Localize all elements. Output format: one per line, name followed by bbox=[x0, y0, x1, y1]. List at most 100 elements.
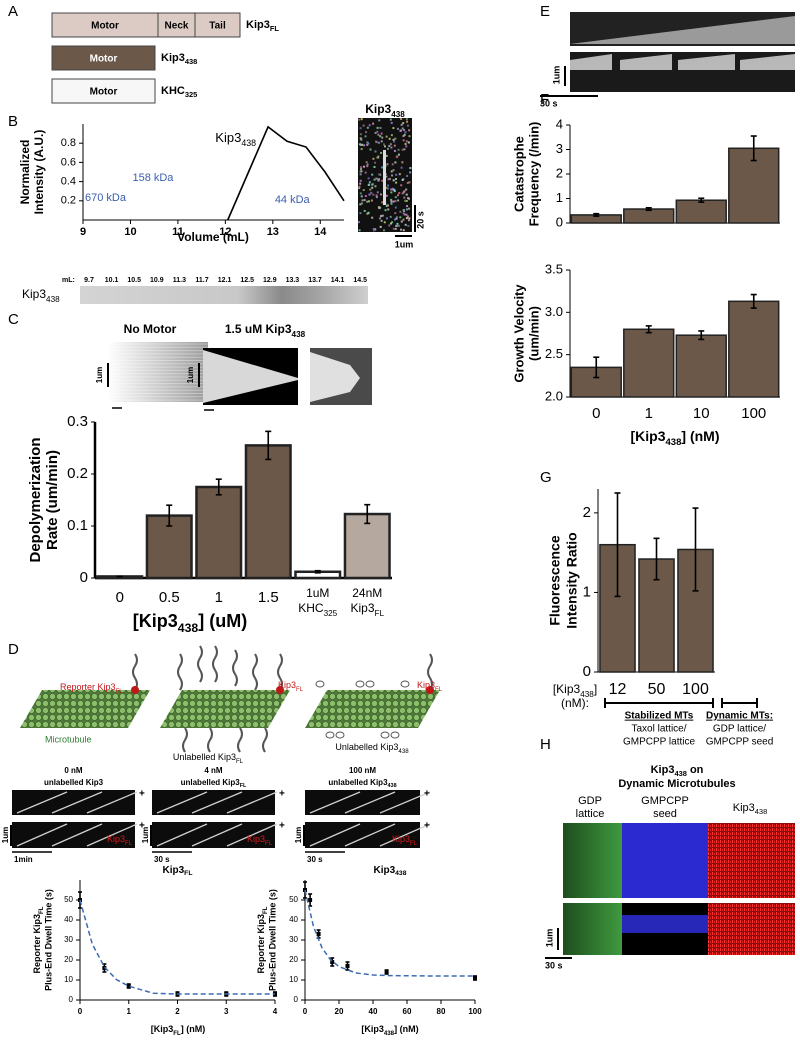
kymograph-noise bbox=[397, 153, 400, 156]
kymograph-noise bbox=[400, 166, 403, 169]
label-part: FL bbox=[116, 688, 124, 695]
y-axis-label: (um/min) bbox=[526, 306, 541, 361]
kymograph-noise bbox=[396, 224, 399, 227]
kymograph-noise bbox=[376, 126, 379, 129]
kymograph-track bbox=[16, 791, 68, 814]
kymograph-noise bbox=[406, 174, 409, 177]
kymograph-noise bbox=[409, 167, 412, 170]
kymograph-noise bbox=[370, 191, 373, 194]
kymograph-noise bbox=[358, 187, 361, 190]
kymograph-noise bbox=[358, 229, 361, 232]
kymograph-noise bbox=[405, 217, 408, 220]
kymograph-noise bbox=[359, 133, 362, 136]
label-part: FL bbox=[240, 783, 247, 789]
x-tick-label: 12 bbox=[609, 681, 627, 698]
label-part: Kip3 bbox=[417, 680, 435, 690]
label: GMPCPP lattice bbox=[623, 737, 695, 748]
x-tick-label: 1 bbox=[127, 1007, 132, 1016]
label: unlabelled Kip3 bbox=[44, 778, 104, 787]
label: GMPCPP bbox=[641, 795, 689, 807]
kymograph-noise bbox=[376, 130, 379, 133]
label-part: 438 bbox=[391, 110, 405, 119]
x-tick-label: 11 bbox=[172, 226, 184, 238]
label-part: FL bbox=[435, 686, 443, 693]
kymograph-noise bbox=[359, 179, 362, 182]
chart-title: Kip3438 bbox=[373, 865, 406, 878]
kymograph bbox=[152, 790, 275, 815]
y-tick-label: 2 bbox=[583, 504, 591, 521]
series-line bbox=[227, 125, 345, 221]
kymograph-noise bbox=[364, 135, 367, 138]
motor bbox=[237, 727, 243, 753]
y-tick-label: 3.0 bbox=[545, 304, 563, 319]
kymograph-noise bbox=[382, 229, 385, 232]
kymograph-track bbox=[51, 823, 103, 847]
kymograph-noise bbox=[392, 138, 395, 141]
kymograph-noise bbox=[359, 212, 362, 215]
kymograph-noise bbox=[361, 143, 364, 146]
label: + bbox=[424, 821, 430, 832]
kymograph-signal bbox=[620, 54, 672, 70]
kymograph-noise bbox=[390, 121, 393, 124]
point bbox=[308, 898, 313, 902]
kymograph-noise bbox=[408, 207, 411, 210]
y-tick-label: 0 bbox=[294, 995, 299, 1004]
kymograph-signal bbox=[310, 352, 360, 402]
x-tick-label: 0.5 bbox=[159, 589, 180, 606]
y-tick-label: 0.1 bbox=[67, 517, 88, 534]
label: 1um bbox=[395, 239, 414, 249]
y-axis-label: Intensity Ratio bbox=[564, 532, 580, 628]
kymograph-noise bbox=[399, 210, 402, 213]
label: 13.3 bbox=[286, 277, 300, 284]
annotation: 158 kDa bbox=[132, 172, 174, 184]
kymograph-noise bbox=[400, 118, 403, 121]
kymograph-noise bbox=[402, 128, 405, 131]
x-axis-label-part: ] (nM) bbox=[181, 1024, 206, 1034]
kymograph-track bbox=[309, 791, 361, 814]
category-title-part: [Kip3 bbox=[553, 682, 581, 696]
kymograph-noise bbox=[392, 227, 395, 230]
kymograph-noise bbox=[380, 219, 383, 222]
chart-title-part: Kip3 bbox=[373, 865, 395, 876]
label: Taxol lattice/ bbox=[631, 724, 686, 735]
label: 9.7 bbox=[84, 277, 94, 284]
label: 12.5 bbox=[240, 277, 254, 284]
kymograph-noise bbox=[398, 192, 401, 195]
kymograph-noise bbox=[358, 221, 361, 224]
kymograph-noise bbox=[380, 151, 383, 154]
label-part: Kip3 bbox=[392, 834, 410, 844]
y-tick-label: 4 bbox=[556, 116, 563, 131]
kymograph-noise bbox=[376, 191, 379, 194]
kymograph-noise bbox=[380, 140, 383, 143]
kymograph-noise bbox=[387, 178, 390, 181]
kymograph-noise bbox=[368, 181, 371, 184]
x-tick-label: Kip3FL bbox=[350, 601, 384, 617]
x-tick-label: 100 bbox=[682, 681, 709, 698]
label: 1min bbox=[14, 855, 33, 864]
kymograph-noise bbox=[378, 207, 381, 210]
kymograph-noise bbox=[360, 118, 363, 121]
label: + bbox=[139, 789, 145, 800]
kymograph-noise bbox=[405, 193, 408, 196]
label: lattice bbox=[576, 808, 605, 820]
kymograph-noise bbox=[399, 129, 402, 132]
kymograph-track bbox=[344, 823, 396, 847]
kymograph-noise bbox=[381, 201, 384, 204]
kymograph-noise bbox=[387, 208, 390, 211]
kymograph-track bbox=[344, 791, 396, 814]
kymograph-track bbox=[51, 791, 103, 814]
label: 10.9 bbox=[150, 277, 164, 284]
kymograph-noise bbox=[408, 181, 411, 184]
label: GDP lattice/ bbox=[713, 724, 766, 735]
x-tick-label: 13 bbox=[267, 226, 279, 238]
y-tick-label: 1 bbox=[556, 190, 563, 205]
label: + bbox=[424, 789, 430, 800]
kymograph-noise bbox=[381, 179, 384, 182]
label: 12.9 bbox=[263, 277, 277, 284]
kymograph-noise bbox=[403, 148, 406, 151]
x-tick-label: 10 bbox=[693, 405, 710, 422]
kymograph-noise bbox=[381, 136, 384, 139]
label-part: 438 bbox=[398, 748, 409, 755]
x-tick-label: 1uM bbox=[306, 586, 329, 600]
kymograph-track bbox=[156, 791, 208, 814]
